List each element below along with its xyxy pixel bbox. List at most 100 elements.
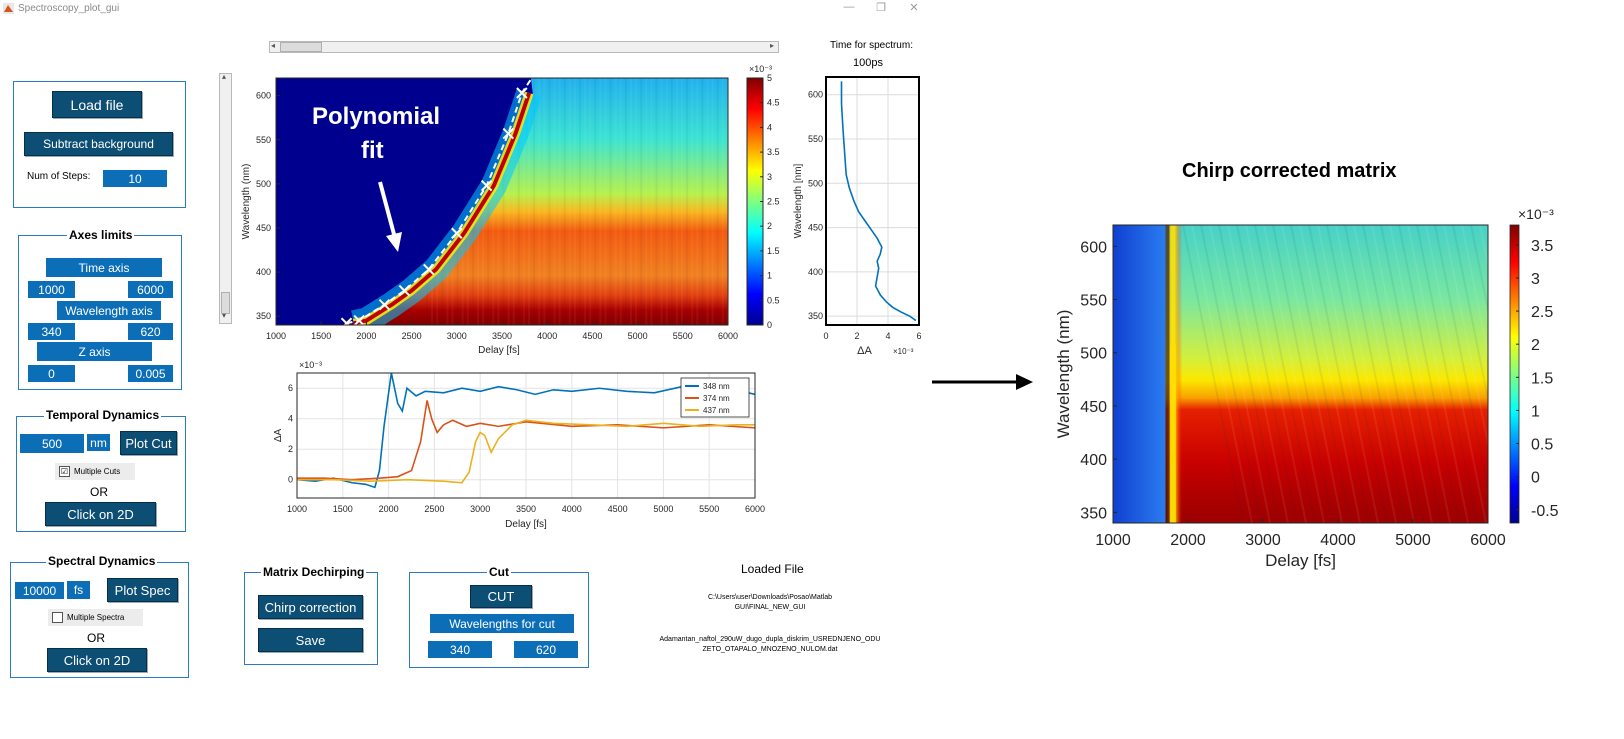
time-max-input[interactable]: 6000	[128, 281, 173, 298]
horizontal-scroll-thumb[interactable]	[280, 42, 322, 52]
spectrum-time-value: 100ps	[853, 57, 883, 69]
x-tick-label: 3000	[447, 331, 467, 341]
fit-point-marker	[480, 179, 493, 192]
cut-wl-max-input[interactable]: 620	[514, 641, 578, 658]
polynomial-fit-line	[346, 78, 533, 325]
kinetics-series-line	[297, 419, 755, 484]
x-tick-label: 5500	[699, 504, 719, 514]
colorbar-tick-label: -0.5	[1531, 503, 1559, 520]
restore-icon[interactable]: ❐	[876, 2, 886, 14]
y-tick-label: 350	[256, 311, 271, 321]
y-tick-label: 450	[256, 223, 271, 233]
x-tick-label: 1000	[1095, 532, 1131, 549]
x-axis-label: Delay [fs]	[1265, 551, 1336, 570]
y-axis-label: Wavelength (nm)	[241, 164, 252, 240]
x-tick-label: 2500	[402, 331, 422, 341]
chirp-correction-button[interactable]: Chirp correction	[258, 595, 363, 619]
loaded-file-title: Loaded File	[741, 562, 804, 576]
y-tick-label: 450	[808, 223, 823, 233]
x-tick-label: 0	[823, 331, 828, 341]
minimize-icon[interactable]: —	[843, 1, 855, 13]
x-tick-label: 1000	[266, 331, 286, 341]
legend-entry: 437 nm	[703, 406, 730, 415]
x-tick-label: 6	[916, 331, 921, 341]
y-tick-label: 4	[288, 414, 293, 424]
loaded-file-path-line2: GUI\FINAL_NEW_GUI	[734, 604, 806, 611]
temporal-wavelength-input[interactable]: 500	[20, 434, 84, 453]
multiple-spectra-checkbox[interactable]: Multiple Spectra	[48, 609, 143, 626]
horizontal-scrollbar[interactable]: ◂ ▸	[269, 41, 779, 53]
y-tick-label: 400	[1080, 452, 1107, 469]
x-tick-label: 3500	[492, 331, 512, 341]
wavelength-axis-button[interactable]: Wavelength axis	[57, 301, 161, 320]
scroll-right-icon[interactable]: ▸	[770, 41, 775, 50]
scroll-up-icon[interactable]: ▴	[222, 72, 227, 81]
y-tick-label: 550	[1080, 293, 1107, 310]
fit-point-marker	[353, 314, 365, 325]
loaded-file-name: Adamantan_naftol_290uW_dugo_dupla_diskri…	[610, 635, 930, 655]
time-min-input[interactable]: 1000	[28, 281, 75, 298]
y-tick-label: 350	[808, 311, 823, 321]
colorbar-tick-label: 2	[1531, 337, 1540, 354]
legend-entry: 374 nm	[703, 394, 730, 403]
vertical-scrollbar[interactable]: ▴ ▾	[219, 72, 232, 324]
subtract-background-button[interactable]: Subtract background	[24, 132, 173, 156]
cut-button[interactable]: CUT	[470, 585, 532, 608]
spectral-dynamics-title: Spectral Dynamics	[46, 554, 158, 568]
x-axis-label: ΔA	[857, 345, 872, 357]
spectral-time-input[interactable]: 10000	[15, 582, 64, 599]
y-axis-label: Wavelength (nm)	[1054, 310, 1073, 439]
vertical-scroll-thumb[interactable]	[221, 292, 230, 314]
x-tick-label: 1000	[287, 504, 307, 514]
y-tick-label: 500	[1080, 346, 1107, 363]
colorbar-tick-label: 1	[767, 271, 772, 281]
window-title: Spectroscopy_plot_gui	[18, 3, 120, 14]
temporal-or-label: OR	[90, 485, 108, 499]
spectral-click-2d-button[interactable]: Click on 2D	[47, 648, 147, 672]
plot-spec-button[interactable]: Plot Spec	[107, 578, 178, 602]
kinetics-plot[interactable]: 1000 1500 2000 2500 3000 3500 4000 4500 5000 5500…	[273, 360, 765, 530]
wavelengths-for-cut-button[interactable]: Wavelengths for cut	[430, 614, 574, 633]
y-tick-label: 500	[256, 179, 271, 189]
num-steps-input[interactable]: 10	[103, 170, 167, 187]
plot-cut-button[interactable]: Plot Cut	[120, 431, 177, 455]
close-icon[interactable]: ✕	[909, 2, 919, 14]
loaded-file-name-line1: Adamantan_naftol_290uW_dugo_dupla_diskri…	[659, 636, 881, 643]
spectral-or-label: OR	[87, 631, 105, 645]
x-tick-label: 5000	[628, 331, 648, 341]
wl-min-input[interactable]: 340	[28, 323, 75, 340]
scroll-left-icon[interactable]: ◂	[271, 41, 276, 50]
z-axis-button[interactable]: Z axis	[37, 342, 152, 361]
colorbar-exponent: ×10⁻³	[749, 64, 772, 74]
x-tick-label: 2000	[1170, 532, 1206, 549]
save-button[interactable]: Save	[258, 628, 363, 652]
corrected-heatmap-prechirp-region	[1113, 225, 1166, 523]
multiple-cuts-checkbox[interactable]: ☑ Multiple Cuts	[55, 463, 135, 480]
loaded-file-path: C:\Users\user\Downloads\Posao\Matlab GUI…	[620, 593, 920, 613]
temporal-click-2d-button[interactable]: Click on 2D	[45, 502, 156, 526]
fit-point-marker	[340, 317, 353, 325]
colorbar-tick-label: 2.5	[767, 197, 780, 207]
colorbar-tick-label: 4	[767, 122, 772, 132]
scroll-down-icon[interactable]: ▾	[222, 311, 227, 320]
cut-wl-min-input[interactable]: 340	[428, 641, 492, 658]
fit-point-marker	[516, 87, 528, 99]
load-file-button[interactable]: Load file	[52, 91, 142, 118]
raw-heatmap[interactable]: 1000 1500 2000 2500 3000 3500 4000 4500 5000 5500…	[241, 77, 738, 356]
colorbar-tick-label: 0	[1531, 470, 1540, 487]
z-min-input[interactable]: 0	[28, 365, 75, 382]
spectrum-plot[interactable]: 0 2 4 6 350 400 450 500 550 600 ΔA ×10⁻³ Wavelength …	[793, 76, 922, 357]
wl-max-input[interactable]: 620	[128, 323, 173, 340]
y-tick-label: 350	[1080, 505, 1107, 522]
matrix-dechirping-title: Matrix Dechirping	[261, 565, 367, 579]
x-tick-label: 5500	[673, 331, 693, 341]
y-tick-label: 0	[288, 475, 293, 485]
x-tick-label: 4	[885, 331, 890, 341]
x-tick-label: 4000	[537, 331, 557, 341]
z-max-input[interactable]: 0.005	[128, 365, 173, 382]
raw-colorbar: 0 0.5 1 1.5 2 2.5 3 3.5 4 4.5 5×10⁻³	[746, 64, 780, 330]
x-tick-label: 3500	[516, 504, 536, 514]
x-tick-label: 4500	[582, 331, 602, 341]
time-axis-button[interactable]: Time axis	[46, 258, 162, 277]
